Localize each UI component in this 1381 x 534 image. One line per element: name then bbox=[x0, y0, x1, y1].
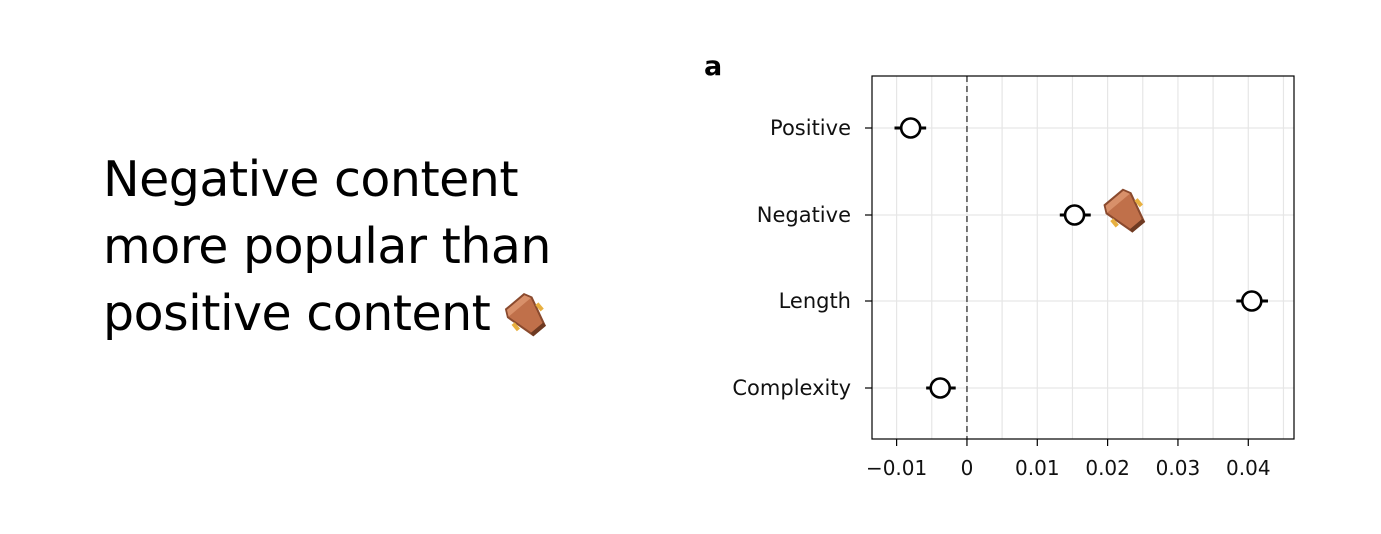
data-point bbox=[899, 117, 922, 139]
coffin-lid bbox=[1105, 190, 1130, 213]
x-tick-label: 0.02 bbox=[1085, 456, 1130, 480]
data-point bbox=[1241, 290, 1263, 312]
x-axis: −0.01 0 0.01 0.02 0.03 0.04 bbox=[866, 439, 1271, 480]
y-axis: Positive Negative Length Complexity bbox=[732, 116, 872, 400]
points bbox=[894, 117, 1268, 399]
headline-line-3: positive content bbox=[103, 280, 623, 347]
x-tick-label: 0.03 bbox=[1156, 456, 1201, 480]
coffin-icon bbox=[505, 292, 547, 337]
x-tick-label: 0.04 bbox=[1226, 456, 1271, 480]
y-tick-label: Complexity bbox=[732, 376, 851, 400]
y-tick-label: Negative bbox=[757, 203, 851, 227]
y-tick-label: Length bbox=[779, 289, 851, 313]
plot-frame bbox=[871, 75, 1295, 440]
coffin-handle bbox=[1110, 218, 1119, 228]
coffin-handle bbox=[1134, 198, 1144, 208]
annotations bbox=[1103, 188, 1146, 233]
headline-line-3-text: positive content bbox=[103, 285, 491, 342]
x-tick-label: 0.01 bbox=[1015, 456, 1060, 480]
x-tick-label: −0.01 bbox=[866, 456, 927, 480]
y-tick-label: Positive bbox=[770, 116, 851, 140]
data-point bbox=[929, 377, 952, 399]
headline-line-2: more popular than bbox=[103, 218, 551, 275]
panel-label: a bbox=[704, 51, 722, 82]
headline-line-1: Negative content bbox=[103, 151, 519, 208]
data-point bbox=[1063, 204, 1086, 226]
headline: Negative content more popular than posit… bbox=[103, 146, 623, 347]
coffin-icon bbox=[1103, 188, 1146, 233]
x-tick-label: 0 bbox=[961, 456, 974, 480]
coffin-base bbox=[1129, 218, 1146, 233]
grid bbox=[872, 76, 1294, 439]
